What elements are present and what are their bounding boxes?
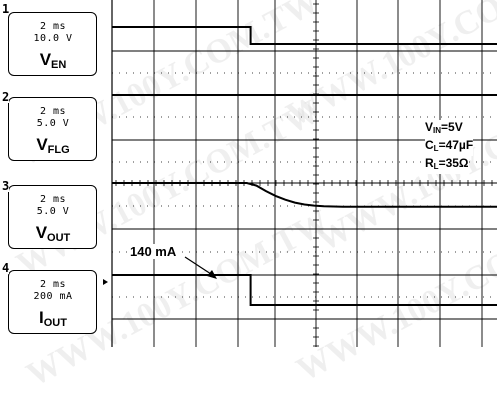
annotation-arrow-shaft bbox=[184, 256, 215, 277]
channel-3-time: 2 ms bbox=[39, 194, 67, 205]
condition-cl: CL=47µF bbox=[425, 138, 474, 156]
channel-3-label: VOUT bbox=[35, 223, 71, 244]
annotation-arrow-head bbox=[207, 270, 217, 279]
annotation-label: 140 mA bbox=[130, 244, 177, 259]
channel-3-scale: 5.0 V bbox=[36, 206, 70, 217]
channel-2-scale: 5.0 V bbox=[36, 118, 70, 129]
channel-3-number: 3 bbox=[2, 179, 10, 193]
channel-4-time: 2 ms bbox=[39, 279, 67, 290]
channel-1-time: 2 ms bbox=[39, 21, 67, 32]
trace-group bbox=[112, 26, 497, 306]
channel-1-scale: 10.0 V bbox=[33, 33, 73, 44]
trace-iout bbox=[112, 274, 497, 306]
condition-rl: RL=35Ω bbox=[425, 156, 469, 174]
channel-2-time: 2 ms bbox=[39, 106, 67, 117]
channel-4-number: 4 bbox=[2, 261, 10, 275]
channel-1-label: VEN bbox=[39, 50, 67, 71]
trace-vout bbox=[112, 182, 497, 208]
channel-1-number: 1 bbox=[2, 2, 10, 16]
channel-2-label: VFLG bbox=[36, 135, 70, 156]
channel-2-box: 2 ms 5.0 V VFLG bbox=[8, 97, 97, 161]
trace-ven bbox=[112, 26, 497, 45]
ground-marker-icon bbox=[103, 279, 108, 285]
condition-vin: VIN=5V bbox=[425, 120, 463, 138]
channel-4-label: IOUT bbox=[39, 308, 67, 329]
channel-1-box: 2 ms 10.0 V VEN bbox=[8, 12, 97, 76]
channel-4-box: 2 ms 200 mA IOUT bbox=[8, 270, 97, 334]
channel-4-scale: 200 mA bbox=[33, 291, 73, 302]
channel-2-number: 2 bbox=[2, 90, 10, 104]
channel-3-box: 2 ms 5.0 V VOUT bbox=[8, 185, 97, 249]
